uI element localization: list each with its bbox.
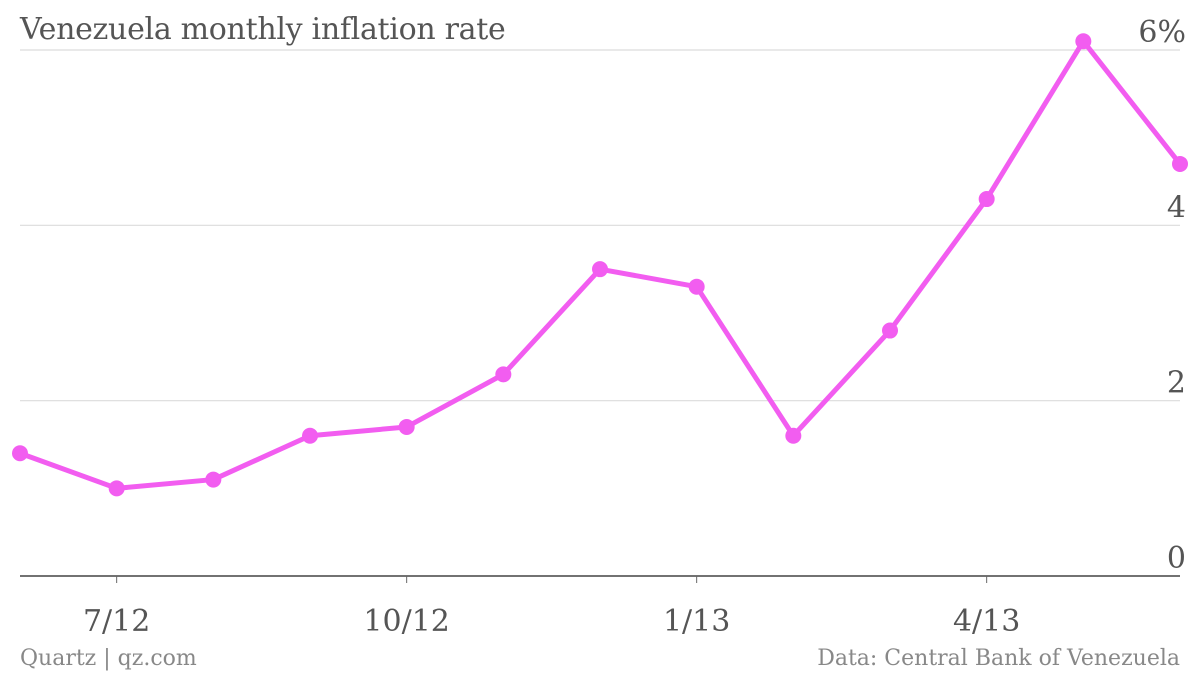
chart-title: Venezuela monthly inflation rate [20,12,506,47]
data-point [1075,33,1092,50]
data-point [785,427,802,444]
y-tick-label: 6% [1138,15,1186,50]
data-point [592,261,608,278]
x-tick-label: 10/12 [363,604,449,639]
data-point [1172,155,1188,172]
data-point [205,471,222,488]
data-point [12,445,28,462]
gridlines [20,49,1180,577]
data-point [108,480,125,497]
data-point [398,418,415,435]
data-point [978,191,995,208]
data-point [882,322,898,339]
footer-source: Data: Central Bank of Venezuela [817,646,1180,671]
data-point [495,366,512,383]
footer-credit: Quartz | qz.com [20,646,197,671]
x-tick-label: 4/13 [953,604,1020,639]
y-tick-label: 0 [1167,541,1186,576]
x-tick-label: 1/13 [663,604,730,639]
y-tick-label: 4 [1167,190,1186,225]
y-tick-label: 2 [1167,366,1186,401]
data-point [688,278,705,295]
data-point [302,427,318,444]
y-axis-ticks: 0 2 4 6% [1138,15,1186,576]
x-axis-ticks: 7/12 10/12 1/13 4/13 [83,576,1020,639]
series-inflation [12,33,1188,497]
x-tick-label: 7/12 [83,604,150,639]
